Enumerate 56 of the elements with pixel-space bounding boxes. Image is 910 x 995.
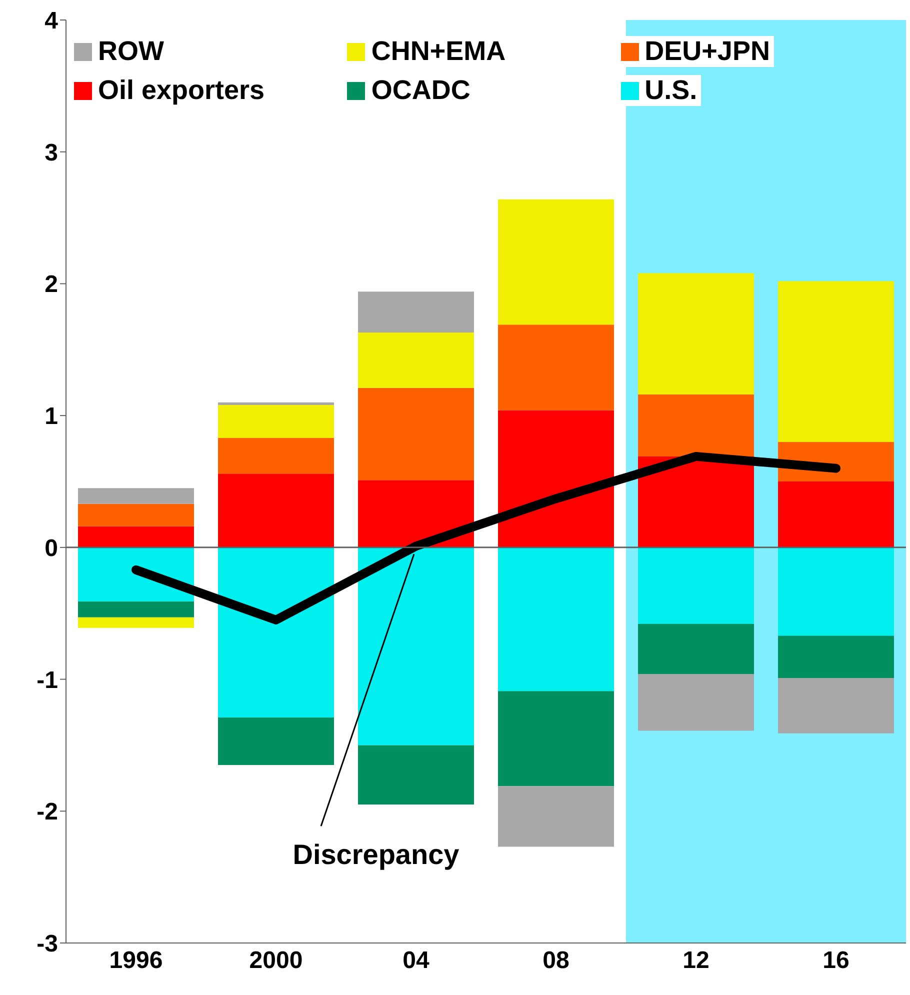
bar	[358, 332, 474, 388]
bar	[218, 547, 334, 718]
y-tick-label: 3	[44, 139, 58, 166]
bar	[778, 636, 894, 678]
bar	[638, 674, 754, 731]
bar	[358, 480, 474, 548]
bar	[778, 281, 894, 442]
bar	[778, 678, 894, 734]
legend-label: Oil exporters	[98, 75, 265, 106]
x-tick-label: 04	[402, 947, 430, 974]
y-tick-label: 1	[44, 403, 58, 430]
bar	[358, 547, 474, 746]
bar	[498, 786, 614, 847]
bar	[358, 745, 474, 805]
legend-label: CHN+EMA	[371, 36, 506, 67]
y-tick-label: -3	[36, 930, 58, 958]
bar	[358, 388, 474, 480]
bar	[778, 547, 894, 636]
bar	[218, 718, 334, 765]
bar	[498, 691, 614, 786]
x-tick-label: 16	[822, 947, 850, 974]
bar	[638, 394, 754, 456]
x-tick-label: 1996	[109, 947, 163, 974]
bar	[78, 601, 194, 618]
bar	[358, 292, 474, 332]
y-tick-label: 2	[44, 271, 58, 298]
bar	[218, 405, 334, 438]
bar	[638, 624, 754, 674]
bar	[218, 474, 334, 548]
y-tick-label: -2	[36, 798, 58, 826]
bar	[778, 482, 894, 548]
bar	[638, 273, 754, 394]
y-tick-label: -1	[36, 666, 58, 694]
legend-label: ROW	[98, 36, 164, 67]
bar	[78, 504, 194, 526]
x-tick-label: 2000	[249, 947, 303, 974]
bar	[498, 547, 614, 692]
bar	[638, 547, 754, 624]
text: Discrepancy	[292, 839, 460, 870]
y-tick-label: 4	[44, 8, 59, 35]
x-tick-label: 12	[682, 947, 710, 974]
bar	[218, 438, 334, 474]
bar	[638, 456, 754, 548]
legend-label: DEU+JPN	[644, 36, 770, 67]
x-tick-label: 08	[542, 947, 570, 974]
bar	[498, 199, 614, 325]
bar	[218, 402, 334, 406]
bar	[498, 410, 614, 548]
bar	[78, 617, 194, 628]
legend-label: OCADC	[371, 75, 470, 106]
legend-label: U.S.	[644, 75, 698, 106]
bar	[78, 488, 194, 504]
bar	[498, 324, 614, 410]
y-tick-label: 0	[44, 534, 58, 562]
bar	[78, 526, 194, 548]
bar	[78, 547, 194, 602]
